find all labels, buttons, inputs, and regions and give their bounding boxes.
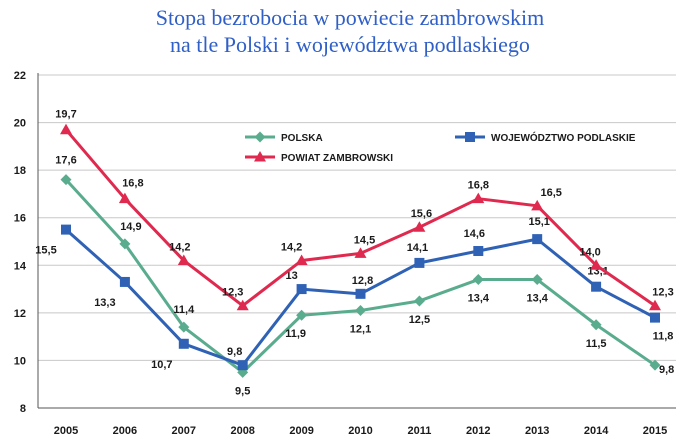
x-tick-label: 2009 [289, 425, 313, 437]
data-point-podlaskie [61, 224, 71, 235]
data-label-polska: 17,6 [55, 155, 76, 167]
data-label-zambrowski: 12,3 [652, 287, 673, 299]
legend-label-polska: POLSKA [281, 133, 323, 144]
data-label-polska: 13,4 [526, 293, 548, 305]
data-label-zambrowski: 16,8 [468, 180, 489, 192]
data-point-polska [531, 274, 543, 286]
data-point-podlaskie [237, 360, 248, 371]
x-tick-label: 2015 [643, 425, 667, 437]
data-label-zambrowski: 16,8 [122, 178, 143, 190]
data-point-podlaskie [119, 276, 130, 287]
x-tick-label: 2013 [525, 425, 549, 437]
chart-title: Stopa bezrobocia w powiecie zambrowskim … [0, 4, 700, 58]
data-label-podlaskie: 15,1 [528, 216, 549, 228]
data-label-podlaskie: 10,7 [151, 359, 172, 371]
data-point-zambrowski [354, 247, 367, 258]
data-label-zambrowski: 12,3 [222, 287, 243, 299]
data-label-polska: 11,9 [285, 328, 306, 340]
legend-label-zambrowski: POWIAT ZAMBROWSKI [281, 153, 393, 164]
data-label-zambrowski: 14,5 [354, 234, 375, 246]
x-tick-label: 2007 [172, 425, 196, 437]
data-label-zambrowski: 19,7 [55, 109, 76, 121]
legend-marker-podlaskie [465, 132, 475, 142]
data-point-polska [590, 319, 602, 331]
data-label-podlaskie: 11,8 [653, 331, 674, 343]
data-point-zambrowski [472, 192, 485, 204]
data-point-polska [355, 304, 366, 316]
data-label-polska: 9,8 [659, 364, 674, 376]
x-tick-label: 2005 [54, 425, 78, 437]
data-point-podlaskie [532, 234, 543, 245]
data-point-podlaskie [591, 281, 602, 292]
x-tick-label: 2006 [113, 425, 137, 437]
data-label-podlaskie: 9,8 [227, 346, 242, 358]
y-tick-label: 8 [20, 403, 26, 415]
data-point-podlaskie [473, 246, 484, 257]
data-point-podlaskie [650, 312, 660, 323]
data-label-podlaskie: 14,6 [464, 228, 485, 240]
data-point-podlaskie [414, 257, 425, 268]
data-label-podlaskie: 15,5 [35, 245, 56, 257]
y-tick-label: 16 [14, 213, 26, 225]
y-tick-label: 20 [14, 118, 26, 130]
data-point-zambrowski [177, 254, 190, 266]
y-tick-label: 14 [14, 260, 27, 272]
data-point-polska [178, 321, 190, 333]
y-tick-label: 10 [14, 355, 26, 367]
data-point-polska [649, 359, 661, 371]
data-label-podlaskie: 14,1 [407, 242, 428, 254]
data-label-zambrowski: 14,2 [281, 242, 302, 254]
legend-marker-zambrowski [254, 151, 266, 162]
data-label-podlaskie: 13,3 [94, 297, 115, 309]
x-tick-label: 2010 [348, 425, 372, 437]
data-label-polska: 12,1 [350, 323, 371, 335]
data-label-polska: 11,4 [173, 304, 195, 316]
chart-title-line2: na tle Polski i województwa podlaskiego [170, 32, 530, 57]
data-point-polska [60, 174, 72, 186]
data-point-zambrowski [649, 299, 661, 311]
data-label-zambrowski: 15,6 [411, 208, 432, 220]
data-point-polska [413, 295, 425, 307]
data-label-zambrowski: 16,5 [540, 187, 561, 199]
data-point-zambrowski [413, 221, 426, 232]
data-point-podlaskie [296, 284, 307, 295]
y-tick-label: 18 [14, 165, 26, 177]
data-label-polska: 12,5 [409, 314, 430, 326]
data-point-podlaskie [178, 338, 189, 349]
data-label-polska: 11,5 [586, 338, 607, 350]
x-tick-label: 2012 [466, 425, 490, 437]
data-point-zambrowski [295, 254, 308, 266]
data-label-podlaskie: 13 [285, 270, 297, 282]
y-tick-label: 22 [14, 70, 26, 82]
data-point-polska [472, 274, 484, 286]
data-label-polska: 13,4 [468, 293, 490, 305]
data-point-zambrowski [590, 259, 603, 270]
data-label-polska: 9,5 [235, 385, 250, 397]
data-label-polska: 14,9 [120, 221, 141, 233]
data-label-zambrowski: 14,0 [579, 246, 600, 258]
data-point-zambrowski [236, 299, 249, 311]
x-tick-label: 2011 [407, 425, 431, 437]
data-point-podlaskie [355, 288, 366, 299]
data-point-zambrowski [118, 192, 131, 204]
legend-marker-polska [254, 131, 266, 143]
x-tick-label: 2008 [230, 425, 254, 437]
data-point-zambrowski [531, 199, 544, 211]
data-point-polska [296, 309, 308, 321]
y-tick-label: 12 [14, 308, 26, 320]
legend-label-podlaskie: WOJEWÓDZTWO PODLASKIE [491, 131, 636, 144]
data-label-podlaskie: 12,8 [352, 275, 373, 287]
data-label-zambrowski: 14,2 [169, 242, 190, 254]
data-point-zambrowski [60, 123, 72, 135]
x-tick-label: 2014 [584, 425, 609, 437]
chart-title-line1: Stopa bezrobocia w powiecie zambrowskim [155, 5, 545, 30]
data-point-polska [119, 238, 131, 250]
